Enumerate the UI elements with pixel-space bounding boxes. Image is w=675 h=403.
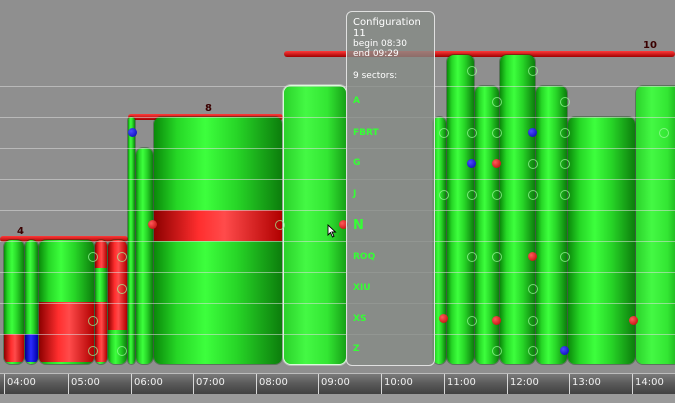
timeline-tick [256, 374, 257, 395]
sector-bar[interactable] [4, 240, 24, 364]
config-label-4: 4 [17, 226, 24, 237]
overload-segment [108, 240, 127, 330]
timeline-label: 05:00 [71, 377, 100, 388]
timeline-tick [507, 374, 508, 395]
tooltip-sector-g: G [353, 158, 361, 168]
timeline-label: 08:00 [259, 377, 288, 388]
sector-bar[interactable] [39, 240, 94, 364]
config-label-10: 10 [643, 40, 657, 51]
sector-bar[interactable] [536, 86, 567, 364]
timeline-label: 06:00 [134, 377, 163, 388]
timeline-tick [318, 374, 319, 395]
sector-bar[interactable] [568, 117, 635, 364]
overload-segment [95, 240, 107, 268]
timeline-label: 12:00 [510, 377, 539, 388]
mouse-cursor-icon [327, 224, 337, 238]
timeline-tick [4, 374, 5, 395]
overload-segment [39, 302, 94, 362]
sector-bar-selected[interactable] [284, 86, 346, 364]
timeline-tick [569, 374, 570, 395]
timeline-label: 10:00 [384, 377, 413, 388]
tooltip-sector-z: Z [353, 344, 360, 354]
tooltip-sector-j: J [353, 189, 357, 199]
timeline-label: 11:00 [447, 377, 476, 388]
sector-bar[interactable] [636, 86, 675, 364]
overload-segment [4, 334, 24, 362]
tooltip-sector-count: 9 sectors: [353, 71, 398, 81]
timeline-tick [68, 374, 69, 395]
footer-strip [0, 394, 675, 403]
timeline-label: 07:00 [196, 377, 225, 388]
tooltip-sector-xiu: XIU [353, 283, 371, 293]
timeline-label: 14:00 [635, 377, 664, 388]
tooltip-title: Configuration 11 [353, 17, 421, 39]
tooltip-sector-roq: ROQ [353, 252, 376, 262]
sector-bar[interactable] [128, 117, 135, 364]
configuration-tooltip: Configuration 11 begin 08:30 end 09:29 9… [346, 11, 435, 366]
sector-bar[interactable] [475, 86, 499, 364]
timeline-axis[interactable]: 04:00 05:00 06:00 07:00 08:00 09:00 10:0… [0, 373, 675, 395]
overload-segment [95, 302, 107, 362]
sector-bar[interactable] [136, 148, 153, 364]
config-line-10[interactable] [284, 51, 675, 57]
underload-segment [25, 334, 38, 362]
timeline-label: 13:00 [572, 377, 601, 388]
overload-segment [154, 210, 282, 241]
timeline-tick [632, 374, 633, 395]
timeline-label: 09:00 [321, 377, 350, 388]
config-line-4[interactable] [0, 236, 128, 242]
config-label-8: 8 [205, 103, 212, 114]
timeline-tick [381, 374, 382, 395]
tooltip-sector-n: N [353, 218, 364, 233]
timeline-tick [193, 374, 194, 395]
timeline-label: 04:00 [7, 377, 36, 388]
sector-bar[interactable] [154, 117, 282, 364]
timeline-tick [131, 374, 132, 395]
tooltip-sector-fbrt: FBRT [353, 128, 379, 138]
tooltip-begin: begin 08:30 [353, 39, 407, 49]
sector-bar[interactable] [108, 240, 127, 364]
tooltip-sector-xs: XS [353, 314, 367, 324]
sector-bar[interactable] [500, 55, 535, 364]
sector-bar[interactable] [95, 240, 107, 364]
sector-bar[interactable] [433, 117, 446, 364]
sector-bar[interactable] [447, 55, 474, 364]
tooltip-sector-a: A [353, 96, 360, 106]
timeline-tick [444, 374, 445, 395]
tooltip-end: end 09:29 [353, 49, 399, 59]
sector-bar[interactable] [25, 240, 38, 364]
